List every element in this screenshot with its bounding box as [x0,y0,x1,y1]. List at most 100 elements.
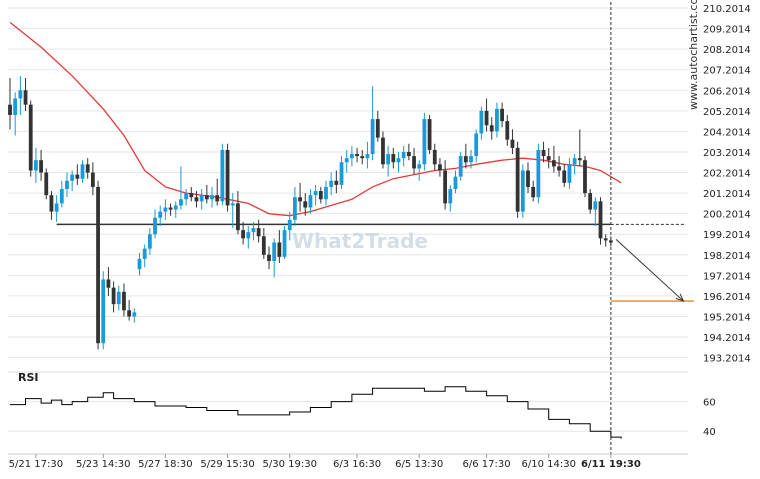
candle-body [210,195,214,200]
candle [427,114,432,155]
candle [122,283,126,317]
candle [572,154,577,175]
candle [396,151,401,173]
candle-body [230,203,235,206]
candle-body [339,162,344,185]
candle [287,211,292,241]
candle [479,106,484,140]
candle [422,112,427,171]
candle [80,160,85,183]
price-tick-label: 205.2014 [703,107,751,118]
candle [96,180,100,350]
candle-body [251,228,256,233]
candle [210,186,214,208]
candle-body [577,158,582,161]
candle-body [246,232,251,239]
candle-body [484,110,489,126]
candle-body [334,180,339,185]
candle-body [277,242,282,257]
candle-body [588,193,593,210]
candle-body [375,119,380,138]
candle-body [396,158,401,163]
candle-body [469,156,473,163]
candle [39,149,43,181]
candle [85,158,90,179]
candle [546,147,551,169]
candle [375,110,380,142]
moving-average-line [9,21,622,217]
candle-body [603,238,608,241]
candle-body [557,166,561,171]
candle-body [116,291,121,305]
candle [220,143,225,206]
time-tick-label: 6/10 14:30 [521,459,575,470]
candle-body [401,151,406,159]
candle-body [365,154,370,159]
candle-body [267,254,271,261]
time-tick-label: 5/29 15:30 [200,459,254,470]
candle [458,151,463,181]
candle-body [520,170,525,212]
candle-body [142,248,147,259]
candle-body [583,160,587,194]
time-tick-label: 5/23 14:30 [76,459,130,470]
price-tick-label: 209.2014 [703,25,751,36]
price-tick-label: 196.2014 [703,292,751,303]
candle-body [531,186,536,198]
candle-body [256,228,261,237]
candle-body [163,207,168,212]
candle [241,221,245,245]
candle-body [194,197,199,202]
candle [557,156,561,177]
candle [158,205,163,227]
candle-body [344,158,349,163]
price-tick-label: 201.2014 [703,189,751,200]
candle [381,131,385,169]
candle [489,117,494,140]
candle [531,180,536,202]
candle [536,143,541,204]
candle [189,186,194,202]
candle [583,156,587,198]
candle-body [500,108,504,122]
candle [401,145,406,167]
candle [463,143,468,169]
candle [495,102,499,138]
candle [142,244,147,268]
price-tick-label: 207.2014 [703,66,751,77]
candle [603,234,608,247]
candle [406,143,411,161]
candle [484,98,489,132]
candle-body [127,310,132,317]
candle [34,147,38,183]
candle [272,238,277,278]
time-tick-label: 6/5 13:30 [395,459,443,470]
time-tick-label: 5/27 18:30 [138,459,192,470]
candle [324,180,328,206]
candle [261,228,266,259]
candle [541,141,546,163]
candle-body [220,149,225,202]
candle-body [49,195,54,212]
projection-arrow-head [675,293,685,302]
candle [329,172,334,196]
candle [510,129,515,155]
rsi-label: RSI [18,371,39,384]
candle-body [90,172,95,187]
candle-body [567,164,572,183]
candle-body [111,287,116,305]
candle [562,164,567,187]
moving-average [9,21,622,217]
candle-body [349,154,354,159]
candle-body [479,110,484,134]
price-tick-label: 208.2014 [703,45,751,56]
price-tick-label: 210.2014 [703,4,751,15]
candle [44,168,49,200]
candle-body [34,160,38,171]
candle-body [562,170,567,183]
candle [168,203,173,216]
candle-body [173,205,178,210]
candle-body [608,240,613,243]
candle-body [536,149,541,198]
candle-body [381,137,385,165]
